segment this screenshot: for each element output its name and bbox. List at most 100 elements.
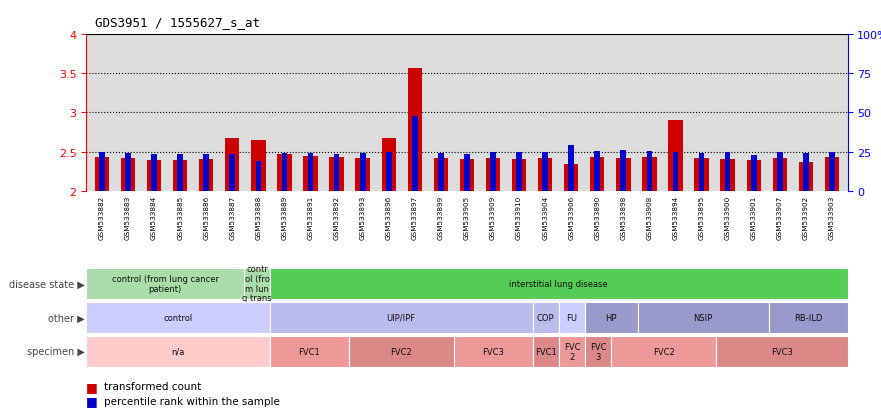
Bar [559, 336, 585, 367]
Bar [647, 152, 652, 192]
Bar [86, 302, 270, 333]
Text: GSM533900: GSM533900 [724, 195, 730, 240]
Bar [642, 158, 656, 192]
Text: ■: ■ [86, 380, 98, 393]
Bar [716, 336, 848, 367]
Text: specimen ▶: specimen ▶ [26, 347, 85, 356]
Bar [86, 268, 244, 299]
Bar [349, 336, 454, 367]
Bar [590, 158, 604, 192]
Bar [516, 152, 522, 192]
Text: NSIP: NSIP [693, 313, 713, 322]
Text: GSM533906: GSM533906 [568, 195, 574, 240]
Bar [721, 159, 735, 192]
Bar [746, 160, 761, 192]
Bar [490, 152, 496, 192]
Bar [282, 154, 287, 192]
Bar [543, 152, 548, 192]
Bar [485, 159, 500, 192]
Bar [386, 152, 391, 192]
Bar [433, 159, 448, 192]
Text: FVC3: FVC3 [771, 347, 793, 356]
Bar [95, 158, 109, 192]
Text: GSM533893: GSM533893 [359, 195, 366, 240]
Bar [699, 153, 705, 192]
Bar [672, 152, 678, 192]
Bar [226, 139, 240, 192]
Bar [244, 268, 270, 299]
Text: GSM533904: GSM533904 [542, 195, 548, 240]
Text: FVC2: FVC2 [653, 347, 675, 356]
Text: GSM533902: GSM533902 [803, 195, 809, 240]
Bar [303, 156, 318, 192]
Bar [199, 159, 213, 192]
Text: HP: HP [605, 313, 617, 322]
Text: UIP/IPF: UIP/IPF [387, 313, 416, 322]
Bar [454, 336, 532, 367]
Text: GDS3951 / 1555627_s_at: GDS3951 / 1555627_s_at [95, 17, 260, 29]
Text: GSM533905: GSM533905 [464, 195, 470, 240]
Bar [568, 145, 574, 192]
Text: FVC3: FVC3 [482, 347, 504, 356]
Bar [769, 302, 848, 333]
Bar [825, 158, 839, 192]
Bar [438, 154, 444, 192]
Text: other ▶: other ▶ [48, 313, 85, 323]
Text: contr
ol (fro
m lun
g trans: contr ol (fro m lun g trans [242, 265, 271, 303]
Text: FVC2: FVC2 [390, 347, 412, 356]
Bar [356, 159, 370, 192]
Bar [381, 138, 396, 192]
Bar [147, 160, 161, 192]
Bar [270, 268, 848, 299]
Text: GSM533910: GSM533910 [516, 195, 522, 240]
Bar [307, 153, 314, 192]
Text: transformed count: transformed count [104, 381, 201, 391]
Bar [464, 155, 470, 192]
Bar [585, 302, 638, 333]
Bar [564, 164, 578, 192]
Bar [532, 336, 559, 367]
Bar [585, 336, 611, 367]
Text: GSM533909: GSM533909 [490, 195, 496, 240]
Bar [777, 152, 782, 192]
Text: GSM533892: GSM533892 [334, 195, 339, 240]
Text: GSM533907: GSM533907 [777, 195, 782, 240]
Bar [173, 161, 188, 192]
Bar [512, 159, 526, 192]
Text: COP: COP [537, 313, 554, 322]
Text: GSM533891: GSM533891 [307, 195, 314, 240]
Bar [799, 163, 813, 192]
Text: GSM533896: GSM533896 [386, 195, 392, 240]
Bar [270, 302, 532, 333]
Text: GSM533903: GSM533903 [829, 195, 835, 240]
Text: interstitial lung disease: interstitial lung disease [509, 279, 608, 288]
Text: percentile rank within the sample: percentile rank within the sample [104, 396, 280, 406]
Text: FVC1: FVC1 [299, 347, 321, 356]
Bar [773, 159, 787, 192]
Bar [611, 336, 716, 367]
Bar [125, 154, 131, 192]
Text: FVC1: FVC1 [535, 347, 557, 356]
Bar [334, 155, 339, 192]
Bar [177, 155, 183, 192]
Bar [829, 152, 835, 192]
Text: RB-ILD: RB-ILD [794, 313, 822, 322]
Bar [751, 156, 757, 192]
Bar [204, 155, 209, 192]
Bar [329, 158, 344, 192]
Bar [559, 302, 585, 333]
Text: GSM533898: GSM533898 [620, 195, 626, 240]
Text: FVC
2: FVC 2 [564, 342, 581, 361]
Text: FU: FU [566, 313, 577, 322]
Bar [616, 159, 631, 192]
Text: GSM533899: GSM533899 [438, 195, 444, 240]
Bar [255, 162, 262, 192]
Bar [86, 336, 270, 367]
Text: GSM533894: GSM533894 [672, 195, 678, 240]
Text: n/a: n/a [172, 347, 185, 356]
Text: GSM533887: GSM533887 [229, 195, 235, 240]
Bar [278, 155, 292, 192]
Bar [99, 152, 105, 192]
Text: GSM533889: GSM533889 [281, 195, 287, 240]
Bar [359, 154, 366, 192]
